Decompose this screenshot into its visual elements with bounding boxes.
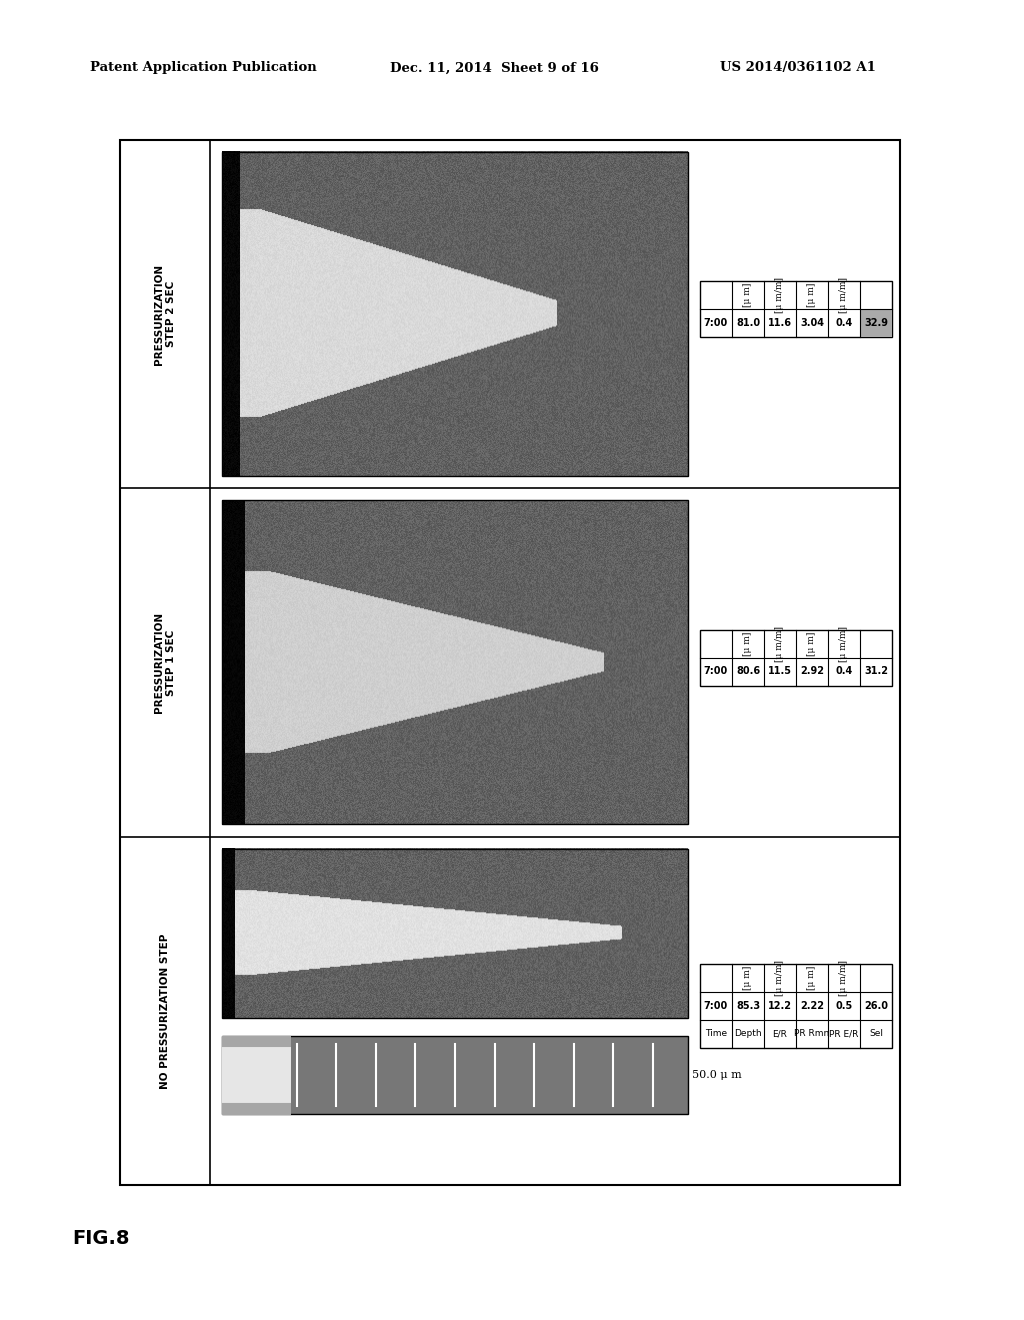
Bar [700,281,892,337]
Text: [μ m/m]: [μ m/m] [840,277,849,313]
Text: [μ m]: [μ m] [808,966,816,990]
Text: 7:00: 7:00 [703,1001,728,1011]
Bar [222,1036,688,1114]
Text: US 2014/0361102 A1: US 2014/0361102 A1 [720,62,876,74]
Text: NO PRESSURIZATION STEP: NO PRESSURIZATION STEP [160,933,170,1089]
Text: FIG.8: FIG.8 [72,1229,129,1247]
Text: E/R: E/R [772,1030,787,1039]
Text: 26.0: 26.0 [864,1001,888,1011]
Text: PRESSURIZATION
STEP 1 SEC: PRESSURIZATION STEP 1 SEC [155,612,176,713]
Text: Patent Application Publication: Patent Application Publication [90,62,316,74]
Text: 11.5: 11.5 [768,667,792,676]
Text: 0.4: 0.4 [836,667,853,676]
Bar [120,140,900,1185]
Bar [222,849,688,1018]
Text: [μ m]: [μ m] [743,282,753,308]
Bar [222,152,688,477]
Text: [μ m/m]: [μ m/m] [775,626,784,661]
Bar [222,500,688,824]
Text: 11.6: 11.6 [768,318,792,329]
Text: 32.9: 32.9 [864,318,888,329]
Text: 80.6: 80.6 [736,667,760,676]
Text: Time: Time [705,1030,727,1039]
Text: PR E/R: PR E/R [829,1030,859,1039]
Text: 7:00: 7:00 [703,667,728,676]
Text: Dec. 11, 2014  Sheet 9 of 16: Dec. 11, 2014 Sheet 9 of 16 [390,62,599,74]
Text: 85.3: 85.3 [736,1001,760,1011]
Text: PRESSURIZATION
STEP 2 SEC: PRESSURIZATION STEP 2 SEC [155,264,176,364]
Text: [μ m/m]: [μ m/m] [840,626,849,661]
Text: Sel: Sel [869,1030,883,1039]
Text: 50.0 μ m: 50.0 μ m [692,1071,741,1080]
Text: [μ m]: [μ m] [808,282,816,308]
Text: 3.04: 3.04 [800,318,824,329]
Text: 12.2: 12.2 [768,1001,792,1011]
Text: 81.0: 81.0 [736,318,760,329]
Bar [700,630,892,685]
Text: [μ m/m]: [μ m/m] [775,277,784,313]
Text: 2.92: 2.92 [800,667,824,676]
Text: 2.22: 2.22 [800,1001,824,1011]
Text: [μ m/m]: [μ m/m] [775,960,784,995]
Bar [860,309,892,337]
Text: 0.5: 0.5 [836,1001,853,1011]
Text: [μ m]: [μ m] [808,631,816,656]
Text: 31.2: 31.2 [864,667,888,676]
Text: 7:00: 7:00 [703,318,728,329]
Text: Depth: Depth [734,1030,762,1039]
Text: [μ m]: [μ m] [743,631,753,656]
Bar [700,964,892,1048]
Text: [μ m/m]: [μ m/m] [840,960,849,995]
Text: [μ m]: [μ m] [743,966,753,990]
Text: 0.4: 0.4 [836,318,853,329]
Text: PR Rmn: PR Rmn [795,1030,829,1039]
